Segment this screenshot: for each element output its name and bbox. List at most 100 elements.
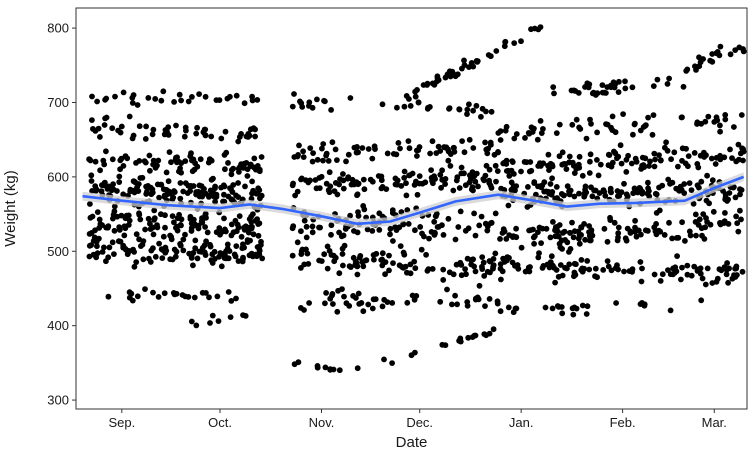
data-point bbox=[171, 188, 177, 194]
data-point bbox=[540, 160, 547, 167]
data-point bbox=[110, 186, 117, 193]
data-point bbox=[343, 300, 350, 307]
data-point bbox=[595, 172, 602, 179]
data-point bbox=[400, 221, 407, 228]
data-point bbox=[592, 265, 599, 272]
data-point bbox=[330, 366, 337, 373]
data-point bbox=[249, 190, 255, 197]
data-point bbox=[412, 227, 418, 234]
data-point bbox=[306, 99, 313, 106]
data-point bbox=[87, 201, 93, 207]
data-point bbox=[646, 163, 652, 169]
data-point bbox=[392, 175, 399, 182]
data-point bbox=[194, 255, 201, 262]
data-point bbox=[316, 224, 322, 231]
data-point bbox=[176, 91, 183, 98]
data-point bbox=[476, 222, 483, 229]
data-point bbox=[431, 218, 438, 225]
data-point bbox=[197, 156, 204, 163]
data-point bbox=[692, 219, 699, 225]
data-point bbox=[103, 114, 110, 121]
x-tick-label: Sep. bbox=[108, 415, 135, 430]
data-point bbox=[389, 210, 396, 216]
data-point bbox=[240, 244, 247, 251]
data-point bbox=[548, 253, 555, 260]
data-point bbox=[540, 125, 546, 132]
data-point bbox=[465, 225, 472, 232]
data-point bbox=[500, 255, 506, 262]
data-point bbox=[555, 273, 562, 280]
data-point bbox=[717, 128, 723, 135]
data-point bbox=[553, 233, 560, 239]
data-point bbox=[506, 173, 513, 179]
data-point bbox=[666, 219, 672, 226]
data-point bbox=[652, 228, 659, 235]
data-point bbox=[465, 334, 472, 341]
data-point bbox=[493, 48, 500, 54]
data-point bbox=[696, 184, 702, 191]
data-point bbox=[378, 177, 385, 184]
data-point bbox=[336, 229, 342, 236]
data-point bbox=[355, 290, 362, 297]
data-point bbox=[134, 102, 141, 108]
data-point bbox=[230, 229, 237, 236]
data-point bbox=[390, 238, 396, 244]
data-point bbox=[298, 305, 304, 311]
data-point bbox=[300, 154, 307, 161]
y-tick-label: 600 bbox=[47, 169, 69, 184]
data-point bbox=[105, 254, 112, 261]
data-point bbox=[143, 123, 150, 130]
y-axis-title: Weight (kg) bbox=[2, 170, 19, 246]
data-point bbox=[319, 145, 325, 152]
data-point bbox=[110, 215, 116, 222]
data-point bbox=[682, 238, 688, 244]
data-point bbox=[601, 225, 608, 232]
data-point bbox=[88, 178, 95, 184]
data-point bbox=[722, 112, 729, 118]
data-point bbox=[255, 221, 262, 228]
data-point bbox=[630, 190, 637, 197]
data-point bbox=[625, 152, 631, 159]
data-point bbox=[547, 181, 554, 187]
data-point bbox=[329, 139, 336, 146]
data-point bbox=[334, 308, 341, 315]
data-point bbox=[152, 253, 159, 260]
data-point bbox=[120, 163, 127, 169]
data-point bbox=[228, 167, 235, 173]
data-point bbox=[608, 84, 614, 91]
data-point bbox=[109, 156, 116, 163]
data-point bbox=[730, 184, 737, 191]
data-point bbox=[702, 224, 709, 231]
data-point bbox=[652, 156, 658, 163]
data-point bbox=[560, 192, 567, 199]
data-point bbox=[661, 232, 668, 238]
data-point bbox=[316, 257, 322, 264]
data-point bbox=[586, 223, 592, 229]
data-point bbox=[632, 217, 638, 224]
data-point bbox=[637, 259, 644, 265]
data-point bbox=[121, 232, 128, 239]
data-point bbox=[424, 80, 431, 87]
data-point bbox=[173, 154, 179, 161]
data-point bbox=[683, 68, 690, 74]
data-point bbox=[656, 207, 663, 214]
data-point bbox=[482, 139, 488, 146]
data-point bbox=[307, 145, 314, 152]
data-point bbox=[146, 255, 152, 262]
data-point bbox=[235, 258, 242, 264]
data-point bbox=[243, 160, 250, 166]
data-point bbox=[549, 305, 556, 312]
data-point bbox=[643, 122, 649, 128]
data-point bbox=[94, 98, 100, 105]
data-point bbox=[561, 228, 568, 235]
data-point bbox=[207, 243, 214, 250]
data-point bbox=[567, 229, 573, 236]
data-point bbox=[737, 150, 744, 157]
data-point bbox=[204, 229, 211, 236]
data-point bbox=[145, 215, 152, 222]
data-point bbox=[576, 124, 582, 131]
data-point bbox=[497, 137, 504, 143]
data-point bbox=[155, 157, 162, 164]
data-point bbox=[576, 153, 583, 160]
data-point bbox=[639, 300, 645, 306]
